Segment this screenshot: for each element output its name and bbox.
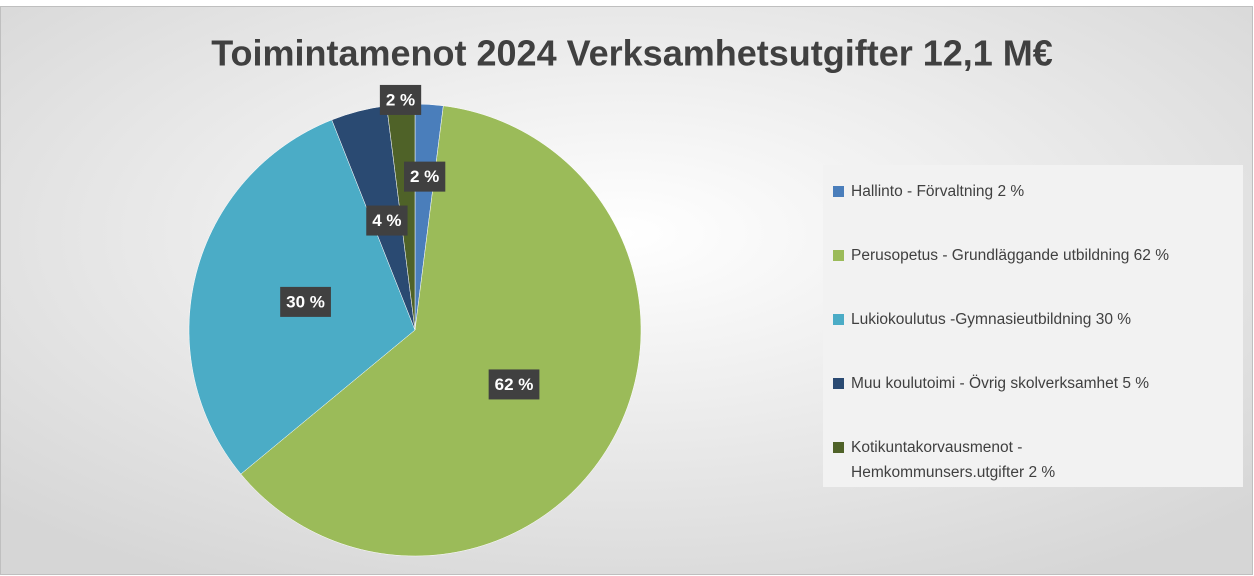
data-label-bg xyxy=(280,286,331,317)
legend-swatch xyxy=(833,186,844,197)
legend-label: Kotikuntakorvausmenot - Hemkommunsers.ut… xyxy=(851,439,1056,481)
legend-swatch xyxy=(833,442,844,453)
data-label: 2 % xyxy=(410,167,439,186)
data-label-bg xyxy=(366,205,408,236)
data-label: 30 % xyxy=(286,292,325,311)
legend-item: Kotikuntakorvausmenot - Hemkommunsers.ut… xyxy=(833,435,1243,485)
data-label: 4 % xyxy=(372,211,401,230)
data-label: 62 % xyxy=(495,375,534,394)
chart-title: Toimintamenot 2024 Verksamhetsutgifter 1… xyxy=(211,33,1053,74)
data-label-bg xyxy=(488,369,540,400)
legend-label: Lukiokoulutus -Gymnasieutbildning 30 % xyxy=(851,311,1132,328)
legend-item: Lukiokoulutus -Gymnasieutbildning 30 % xyxy=(833,307,1243,332)
data-label-bg xyxy=(379,84,422,115)
legend: Hallinto - Förvaltning 2 % Perusopetus - … xyxy=(823,165,1243,487)
data-label: 2 % xyxy=(386,90,415,109)
legend-swatch xyxy=(833,314,844,325)
legend-label: Muu koulutoimi - Övrig skolverksamhet 5 … xyxy=(851,375,1150,392)
data-label-bg xyxy=(404,161,446,192)
pie-slice xyxy=(240,105,642,557)
legend-label: Perusopetus - Grundläggande utbildning 6… xyxy=(851,247,1169,264)
legend-item: Hallinto - Förvaltning 2 % xyxy=(833,179,1243,204)
legend-swatch xyxy=(833,378,844,389)
legend-item: Perusopetus - Grundläggande utbildning 6… xyxy=(833,243,1243,268)
legend-label: Hallinto - Förvaltning 2 % xyxy=(851,183,1025,200)
legend-item: Muu koulutoimi - Övrig skolverksamhet 5 … xyxy=(833,371,1243,396)
legend-swatch xyxy=(833,250,844,261)
